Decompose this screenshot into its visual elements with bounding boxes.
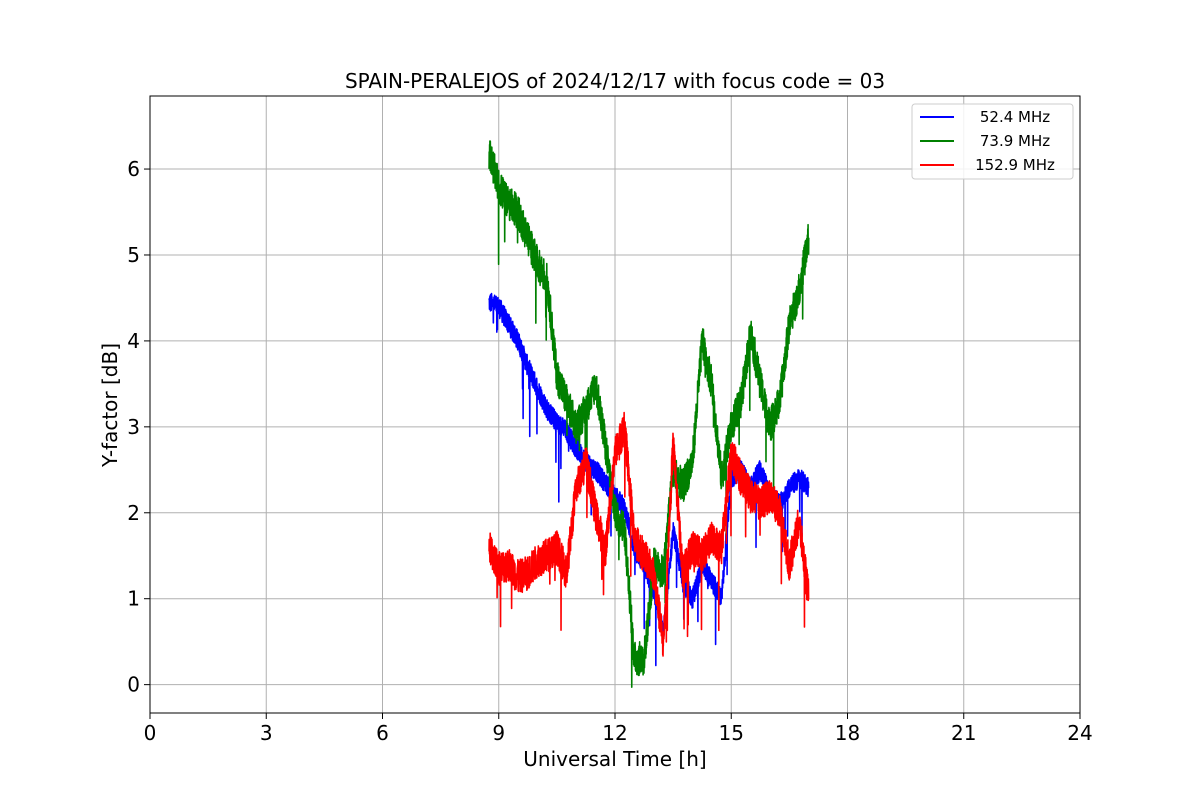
x-tick-label: 15 [719,721,744,745]
x-tick-label: 21 [951,721,976,745]
y-tick-label: 2 [127,501,140,525]
legend-label: 152.9 MHz [975,156,1055,174]
y-axis: 0 1 2 3 4 5 6 [127,157,150,697]
series-group [488,140,810,688]
x-tick-label: 6 [376,721,389,745]
y-tick-label: 5 [127,243,140,267]
legend-box [911,103,1074,180]
x-tick-label: 3 [260,721,273,745]
legend-label: 52.4 MHz [980,108,1050,126]
x-axis: 0 3 6 9 12 15 18 21 24 [144,713,1093,745]
y-axis-label: Y-factor [dB] [98,343,122,468]
y-tick-label: 3 [127,415,140,439]
x-tick-label: 24 [1067,721,1092,745]
y-tick-label: 4 [127,329,140,353]
x-axis-label: Universal Time [h] [523,747,706,771]
x-tick-label: 9 [492,721,505,745]
series-line-3 [488,411,810,657]
x-tick-label: 0 [144,721,157,745]
y-tick-label: 0 [127,673,140,697]
legend: 52.4 MHz 73.9 MHz 152.9 MHz [911,103,1074,180]
x-tick-label: 12 [602,721,627,745]
y-tick-label: 6 [127,157,140,181]
legend-label: 73.9 MHz [980,132,1050,150]
chart-title: SPAIN-PERALEJOS of 2024/12/17 with focus… [345,69,885,93]
x-tick-label: 18 [835,721,860,745]
series-line-2 [488,140,810,688]
y-tick-label: 1 [127,587,140,611]
